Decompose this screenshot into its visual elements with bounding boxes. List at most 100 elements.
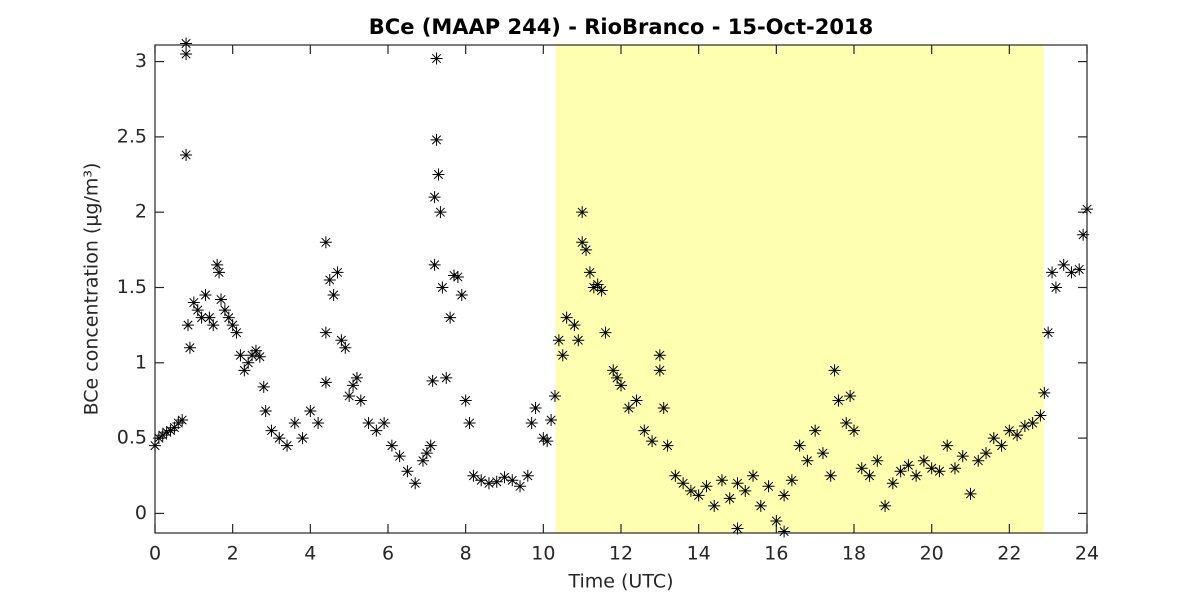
data-point bbox=[677, 477, 690, 490]
data-point bbox=[459, 394, 472, 407]
data-point bbox=[463, 417, 476, 430]
x-tick-label: 16 bbox=[764, 543, 788, 565]
data-point bbox=[747, 469, 760, 482]
data-point bbox=[925, 462, 938, 475]
data-point bbox=[152, 432, 165, 445]
data-point bbox=[234, 349, 247, 362]
data-point bbox=[560, 311, 573, 324]
data-point bbox=[894, 465, 907, 478]
x-axis-label: Time (UTC) bbox=[567, 571, 673, 593]
data-point bbox=[506, 474, 519, 487]
data-point bbox=[1065, 266, 1078, 279]
data-point bbox=[432, 168, 445, 181]
data-point bbox=[552, 334, 565, 347]
data-point bbox=[428, 191, 441, 204]
data-point bbox=[816, 447, 829, 460]
data-point bbox=[288, 417, 301, 430]
data-point bbox=[1046, 266, 1059, 279]
data-point bbox=[700, 480, 713, 493]
data-point bbox=[855, 462, 868, 475]
data-point bbox=[879, 499, 892, 512]
data-point bbox=[684, 484, 697, 497]
data-point bbox=[572, 334, 585, 347]
data-point bbox=[708, 499, 721, 512]
data-point bbox=[257, 380, 270, 393]
plot-frame bbox=[154, 44, 1088, 534]
data-point bbox=[156, 429, 169, 442]
data-point bbox=[1038, 386, 1051, 399]
data-point bbox=[886, 477, 899, 490]
data-point bbox=[595, 284, 608, 297]
data-point bbox=[902, 459, 915, 472]
data-point bbox=[1042, 326, 1055, 339]
data-point bbox=[335, 334, 348, 347]
data-point bbox=[622, 401, 635, 414]
y-tick-label: 2 bbox=[135, 201, 147, 223]
data-point bbox=[1011, 429, 1024, 442]
data-point bbox=[304, 405, 317, 417]
data-point bbox=[824, 469, 837, 482]
data-point bbox=[281, 439, 294, 452]
data-point bbox=[576, 206, 589, 219]
data-point bbox=[265, 424, 278, 437]
data-point bbox=[871, 454, 884, 467]
data-point bbox=[180, 37, 193, 50]
data-point bbox=[319, 236, 332, 249]
x-tick-label: 10 bbox=[531, 543, 555, 565]
data-point bbox=[580, 243, 593, 256]
x-tick-label: 22 bbox=[997, 543, 1021, 565]
data-point bbox=[444, 311, 457, 324]
data-point bbox=[180, 48, 193, 61]
data-point bbox=[238, 364, 251, 377]
data-point bbox=[362, 417, 375, 430]
data-point bbox=[226, 319, 239, 332]
data-point bbox=[455, 289, 468, 302]
data-point bbox=[778, 489, 791, 502]
data-point bbox=[393, 450, 406, 463]
data-point bbox=[599, 326, 612, 339]
data-point bbox=[416, 454, 429, 467]
data-point bbox=[213, 266, 226, 279]
data-point bbox=[770, 514, 783, 527]
data-point bbox=[253, 350, 266, 363]
data-point bbox=[514, 480, 527, 493]
y-tick-label: 0.5 bbox=[117, 427, 147, 449]
data-point bbox=[1026, 417, 1039, 430]
data-point bbox=[583, 266, 596, 279]
data-point bbox=[273, 432, 286, 445]
data-point bbox=[199, 289, 212, 302]
data-point bbox=[149, 439, 161, 452]
highlight-region bbox=[554, 45, 1044, 533]
data-point bbox=[319, 376, 332, 389]
y-tick-label: 2.5 bbox=[117, 125, 147, 147]
x-tick-label: 12 bbox=[609, 543, 633, 565]
data-point bbox=[1034, 409, 1047, 422]
data-point bbox=[430, 52, 443, 65]
data-point bbox=[987, 432, 1000, 445]
y-tick-label: 1.5 bbox=[117, 276, 147, 298]
data-point bbox=[434, 206, 447, 219]
data-point bbox=[451, 270, 464, 283]
data-point bbox=[1018, 420, 1031, 433]
data-point bbox=[844, 389, 857, 402]
data-point bbox=[778, 525, 791, 538]
data-point bbox=[793, 439, 806, 452]
data-point bbox=[529, 401, 542, 414]
data-point bbox=[591, 278, 604, 291]
data-point bbox=[653, 349, 666, 362]
data-point bbox=[242, 356, 255, 369]
data-point bbox=[548, 389, 561, 402]
data-point bbox=[692, 489, 705, 502]
data-point bbox=[1081, 203, 1093, 216]
data-point bbox=[430, 133, 443, 146]
data-point bbox=[218, 304, 231, 317]
data-point bbox=[723, 492, 736, 505]
data-point bbox=[215, 293, 228, 306]
data-point bbox=[754, 499, 767, 512]
data-point bbox=[910, 469, 923, 482]
data-point bbox=[657, 401, 670, 414]
data-point bbox=[731, 522, 744, 535]
x-tick-label: 8 bbox=[460, 543, 472, 565]
data-point bbox=[187, 296, 200, 309]
